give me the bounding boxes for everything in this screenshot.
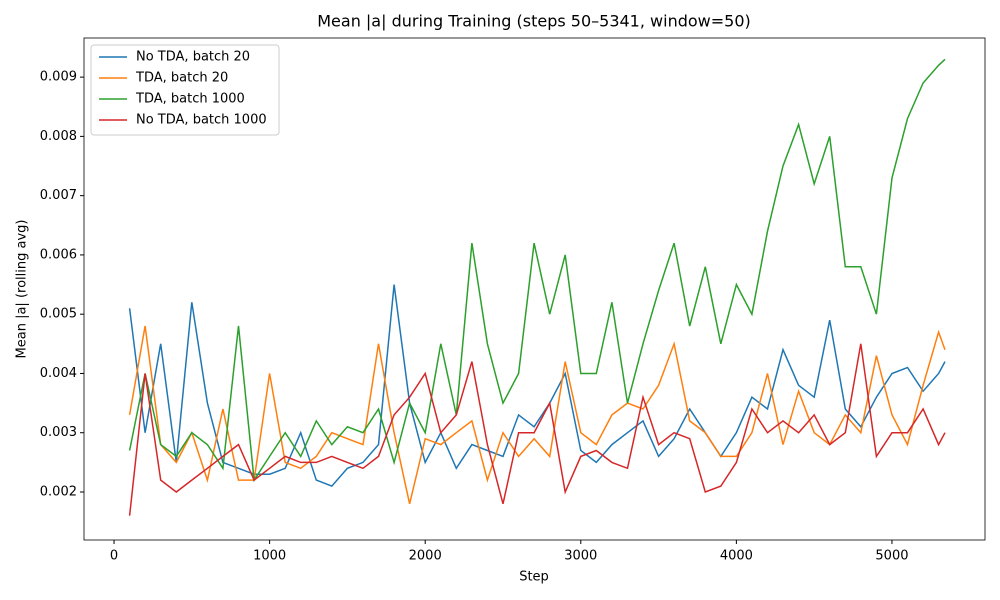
x-tick-label: 0 (110, 549, 118, 564)
y-tick-label: 0.008 (40, 129, 77, 144)
y-axis-label: Mean |a| (rolling avg) (15, 220, 30, 359)
series-line (128, 343, 946, 516)
y-tick-label: 0.004 (40, 366, 77, 381)
x-tick-label: 5000 (875, 549, 908, 564)
y-tick-label: 0.005 (40, 307, 77, 322)
legend-box (90, 44, 280, 136)
x-tick-label: 3000 (564, 549, 597, 564)
legend-label: No TDA, batch 20 (136, 50, 250, 65)
series-line (128, 284, 946, 487)
y-tick-label: 0.006 (40, 247, 77, 262)
x-tick-label: 4000 (720, 549, 753, 564)
x-tick-label: 2000 (409, 549, 442, 564)
chart-title: Mean |a| during Training (steps 50–5341,… (317, 12, 751, 31)
legend-label: No TDA, batch 1000 (136, 113, 267, 128)
y-tick-label: 0.003 (40, 425, 77, 440)
x-axis-label: Step (519, 570, 549, 585)
y-tick-label: 0.007 (40, 188, 77, 203)
legend-label: TDA, batch 20 (135, 71, 228, 86)
y-tick-label: 0.009 (40, 70, 77, 85)
series-line (128, 58, 946, 483)
series-line (128, 325, 946, 504)
plot-frame (83, 37, 986, 541)
y-tick-label: 0.002 (40, 484, 77, 499)
legend-label: TDA, batch 1000 (135, 92, 245, 107)
x-tick-label: 1000 (253, 549, 286, 564)
